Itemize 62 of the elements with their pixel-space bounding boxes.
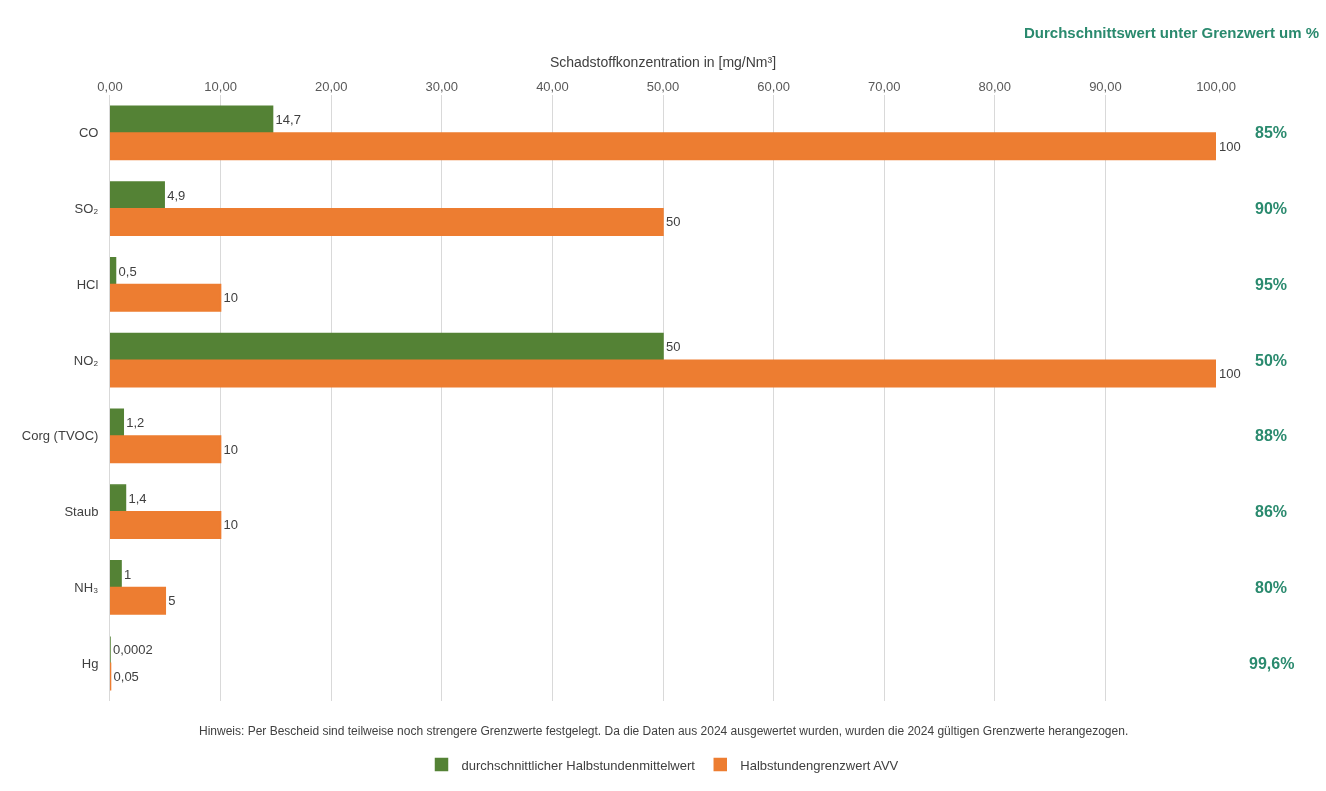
- bar: [110, 181, 165, 210]
- x-tick-label: 20,00: [314, 79, 348, 95]
- bar: [110, 207, 664, 236]
- y-tick-label: Hg: [81, 655, 99, 671]
- y-tick-label: NH₃: [74, 579, 99, 595]
- y-tick-label: Corg (TVOC): [21, 428, 99, 444]
- data-label: 1,2: [126, 415, 145, 431]
- bar: [110, 132, 1216, 161]
- text: 95%: [1255, 276, 1288, 293]
- bar: [110, 257, 117, 286]
- y-tick-label: NO₂: [73, 352, 99, 368]
- y-tick-label: CO: [78, 125, 99, 141]
- data-label: 5: [168, 593, 176, 609]
- data-label: 10: [223, 441, 239, 457]
- x-tick-label: 50,00: [646, 79, 680, 95]
- bar: [110, 586, 167, 615]
- text: 80%: [1255, 579, 1288, 596]
- bar: [110, 283, 222, 312]
- x-axis-title: Schadstoffkonzentration in [mg/Nm³]: [549, 54, 777, 70]
- text: 99,6%: [1249, 655, 1295, 672]
- x-tick-label: 90,00: [1089, 79, 1122, 95]
- bar: [110, 105, 274, 134]
- x-tick-label: 70,00: [867, 79, 901, 95]
- x-tick-label: 10,00: [204, 79, 237, 95]
- x-tick-label: 0,00: [97, 79, 123, 95]
- data-label: 100: [1219, 138, 1241, 154]
- data-label: 0,0002: [113, 642, 153, 658]
- data-label: 50: [666, 339, 681, 355]
- bar: [110, 484, 127, 513]
- data-label: 0,05: [113, 668, 139, 684]
- data-label: 1,4: [128, 490, 147, 506]
- x-tick-label: 40,00: [536, 79, 569, 95]
- x-tick-label: 30,00: [425, 79, 459, 95]
- data-label: 0,5: [118, 263, 137, 279]
- data-label: 10: [223, 290, 239, 306]
- text: 50%: [1255, 352, 1288, 369]
- data-label: 100: [1219, 365, 1241, 381]
- data-label: 10: [223, 517, 239, 533]
- text: 86%: [1255, 503, 1288, 520]
- y-tick-label: SO₂: [74, 201, 99, 217]
- data-label: 1: [124, 566, 132, 582]
- x-tick-label: 60,00: [757, 79, 790, 95]
- data-label: 50: [666, 214, 681, 230]
- bar: [110, 510, 222, 539]
- data-label: 4,9: [167, 187, 186, 203]
- legend-label: Halbstundengrenzwert AVV: [740, 757, 899, 773]
- bar: [110, 332, 664, 361]
- legend-label: durchschnittlicher Halbstundenmittelwert: [461, 757, 696, 773]
- text: 88%: [1255, 427, 1288, 444]
- bar: [110, 359, 1216, 388]
- text: Hinweis: Per Bescheid sind teilweise noch strengere Grenzwerte festgelegt. Da die Daten aus 2024 ausgewertet wurden, wurden die 2024 gültigen Grenzwerte herangezogen.: [199, 724, 1129, 738]
- data-label: 14,7: [275, 112, 301, 128]
- y-tick-label: HCl: [76, 276, 99, 292]
- y-tick-label: Staub: [64, 504, 99, 520]
- x-tick-label: 100,00: [1196, 79, 1236, 95]
- text: Durchschnittswert unter Grenzwert um %: [1024, 24, 1320, 41]
- x-tick-label: 80,00: [978, 79, 1012, 95]
- bar: [110, 435, 222, 464]
- text: 85%: [1255, 124, 1288, 141]
- bar: [110, 408, 125, 437]
- text: 90%: [1255, 200, 1288, 217]
- bar: [110, 560, 122, 589]
